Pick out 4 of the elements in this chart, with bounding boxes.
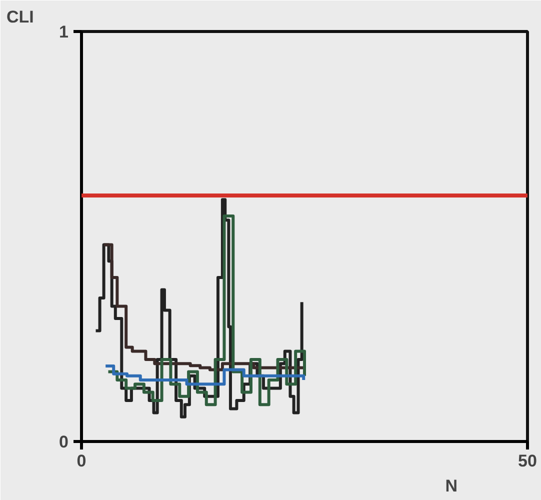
- y-tick-label: 1: [59, 22, 69, 42]
- x-axis-title: N: [445, 476, 458, 496]
- x-tick-label: 50: [518, 452, 537, 470]
- y-axis-title: CLI: [6, 8, 34, 26]
